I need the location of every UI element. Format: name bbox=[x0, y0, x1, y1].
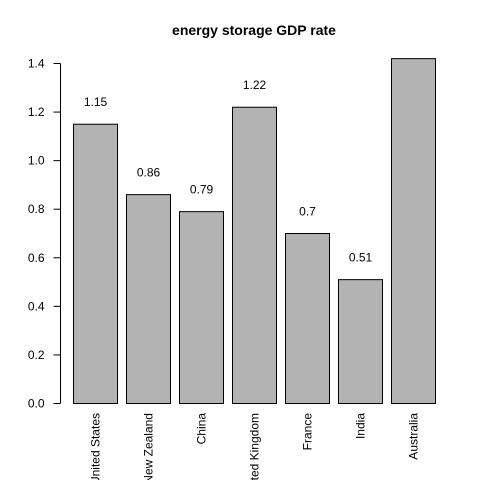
data-label: 1.15 bbox=[84, 95, 108, 109]
category-label: India bbox=[354, 413, 368, 439]
x-axis-labels: United States New Zealand China United King… bbox=[89, 413, 421, 480]
y-tick-label: 0.0 bbox=[28, 397, 45, 411]
bar bbox=[126, 194, 171, 404]
bar bbox=[285, 233, 330, 404]
y-tick-label: 1.2 bbox=[28, 105, 45, 119]
category-label: Australia bbox=[407, 413, 421, 460]
y-tick-label: 0.8 bbox=[28, 202, 45, 216]
category-label: United States bbox=[89, 413, 103, 480]
data-label: 0.79 bbox=[190, 183, 214, 197]
data-label: 1.22 bbox=[243, 78, 267, 92]
category-label: New Zealand bbox=[142, 413, 156, 480]
y-tick-label: 0.6 bbox=[28, 251, 45, 265]
bar bbox=[179, 211, 224, 404]
data-label: 0.7 bbox=[299, 205, 316, 219]
y-tick-label: 1.0 bbox=[28, 154, 45, 168]
bar bbox=[338, 279, 383, 404]
data-label: 0.86 bbox=[137, 166, 161, 180]
data-labels: 1.15 0.86 0.79 1.22 0.7 0.51 bbox=[84, 78, 373, 264]
y-tick-label: 1.4 bbox=[28, 57, 45, 71]
bar bbox=[391, 58, 436, 405]
y-tick-label: 0.2 bbox=[28, 348, 45, 362]
chart-title: energy storage GDP rate bbox=[172, 22, 336, 38]
data-label: 0.51 bbox=[349, 251, 373, 265]
bar bbox=[73, 123, 118, 404]
bars bbox=[73, 58, 436, 405]
category-label: China bbox=[195, 413, 209, 445]
category-label: France bbox=[301, 413, 315, 451]
y-axis: 0.0 0.2 0.4 0.6 0.8 1.0 1.2 1.4 bbox=[28, 57, 61, 411]
category-label: United Kingdom bbox=[248, 413, 262, 480]
bar bbox=[232, 106, 277, 404]
y-tick-label: 0.4 bbox=[28, 299, 45, 313]
